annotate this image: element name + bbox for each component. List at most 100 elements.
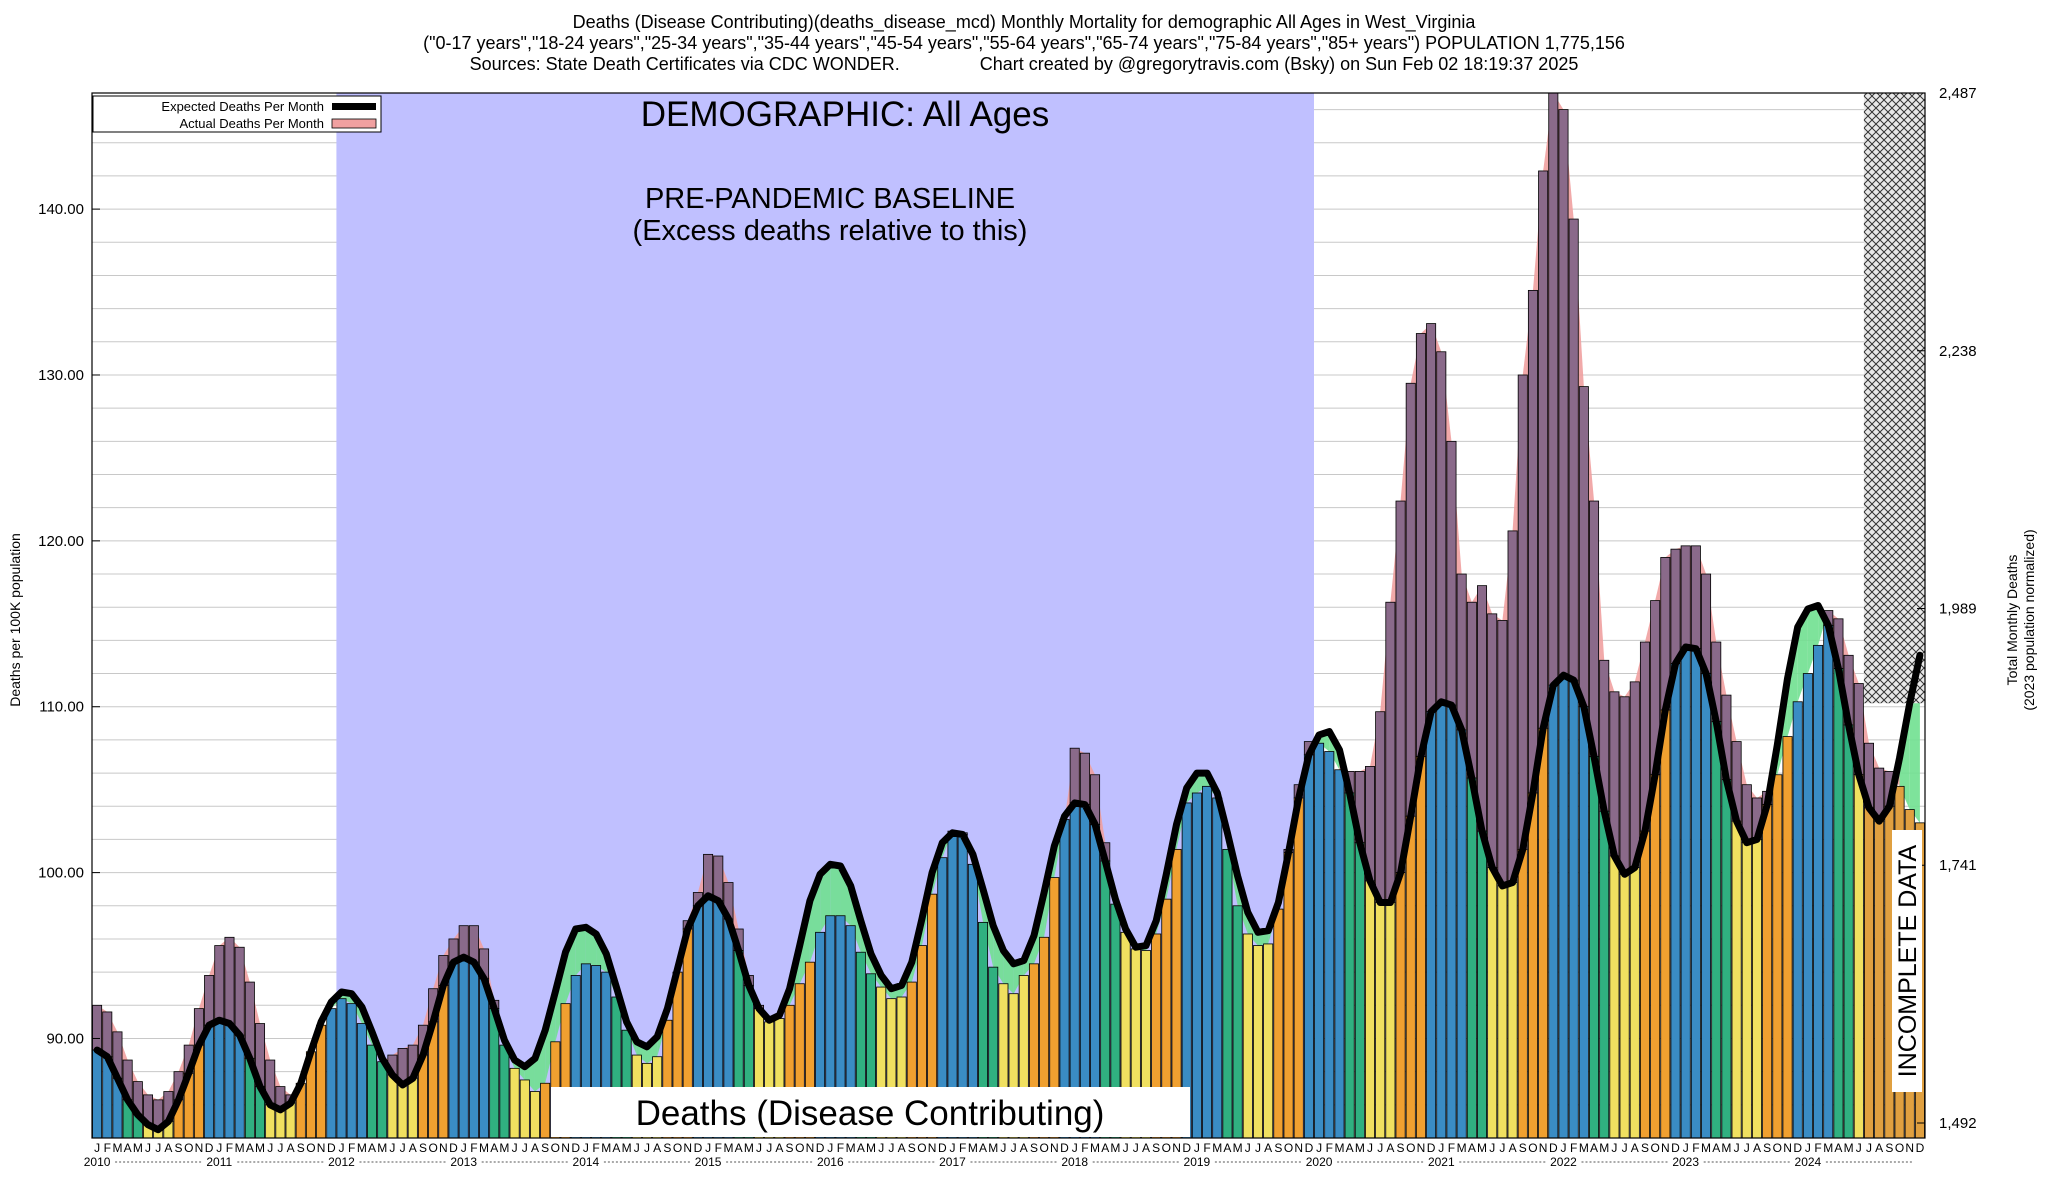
month-tick-label: A — [612, 1141, 620, 1155]
actual-bar — [1487, 867, 1498, 1139]
month-tick-label: O — [184, 1141, 193, 1155]
month-tick-label: J — [389, 1141, 395, 1155]
month-tick-label: J — [1622, 1141, 1628, 1155]
month-tick-label: A — [979, 1141, 987, 1155]
excess-bar-segment — [1690, 545, 1701, 650]
chart-source: Sources: State Death Certificates via CD… — [469, 54, 1579, 74]
month-tick-label: A — [1142, 1141, 1150, 1155]
month-tick-label: J — [216, 1141, 222, 1155]
month-tick-label: J — [145, 1141, 151, 1155]
right-axis: 1,492 1,741 1,989 2,238 2,487 — [1917, 85, 1977, 1132]
chart-title-block: Deaths (Disease Contributing)(deaths_dis… — [0, 12, 2048, 75]
left-tick-label: 110.00 — [39, 699, 84, 716]
month-tick-label: S — [1397, 1141, 1405, 1155]
actual-bar — [499, 1044, 510, 1139]
month-tick-label: J — [1856, 1141, 1862, 1155]
year-tick-label: 2023 — [1672, 1155, 1699, 1169]
month-tick-label: A — [857, 1141, 865, 1155]
excess-segment — [1013, 960, 1024, 994]
month-tick-label: N — [1050, 1141, 1059, 1155]
month-tick-label: D — [1671, 1141, 1680, 1155]
actual-bar — [1711, 721, 1722, 1139]
demographic-annotation: DEMOGRAPHIC: All Ages — [641, 95, 1049, 134]
actual-bar — [1507, 882, 1518, 1139]
excess-bar-segment — [204, 975, 215, 1026]
actual-bar — [1619, 873, 1630, 1139]
right-tick-label: 2,238 — [1939, 343, 1977, 360]
year-tick-label: 2013 — [450, 1155, 477, 1169]
actual-bar — [1263, 943, 1274, 1139]
month-tick-label: A — [898, 1141, 906, 1155]
month-tick-label: F — [1692, 1141, 1699, 1155]
actual-bar — [1242, 933, 1253, 1139]
actual-bar — [1772, 774, 1783, 1139]
month-tick-label: O — [795, 1141, 804, 1155]
left-tick-label: 100.00 — [38, 865, 84, 882]
actual-bar — [1253, 945, 1263, 1139]
excess-segment — [820, 864, 831, 933]
month-tick-label: M — [601, 1141, 611, 1155]
month-tick-label: M — [1599, 1141, 1609, 1155]
month-tick-label: D — [694, 1141, 703, 1155]
month-tick-label: O — [1039, 1141, 1048, 1155]
month-tick-label: M — [1110, 1141, 1120, 1155]
incomplete-data-hatch — [1863, 93, 1925, 704]
legend-actual-label: Actual Deaths Per Month — [179, 116, 324, 131]
actual-bar — [1670, 663, 1681, 1139]
month-tick-label: A — [531, 1141, 539, 1155]
month-tick-label: J — [267, 1141, 273, 1155]
actual-bar — [1558, 674, 1569, 1139]
actual-bar — [1497, 885, 1508, 1139]
month-tick-label: N — [561, 1141, 570, 1155]
legend-expected-label: Expected Deaths Per Month — [161, 99, 324, 114]
actual-bar — [1466, 777, 1477, 1139]
month-tick-label: M — [1233, 1141, 1243, 1155]
actual-bar — [397, 1084, 408, 1139]
month-tick-label: O — [1650, 1141, 1659, 1155]
month-tick-label: J — [888, 1141, 894, 1155]
chart-title: Deaths (Disease Contributing)(deaths_dis… — [572, 12, 1476, 32]
actual-bar — [1283, 852, 1294, 1139]
month-tick-label: J — [1123, 1141, 1129, 1155]
month-tick-label: S — [1519, 1141, 1527, 1155]
month-tick-label: J — [461, 1141, 467, 1155]
actual-bar — [1456, 729, 1467, 1139]
month-tick-label: J — [1438, 1141, 1444, 1155]
actual-bar — [1762, 804, 1773, 1139]
excess-bar-segment — [1589, 500, 1600, 757]
actual-bar — [540, 1082, 551, 1139]
month-tick-label: F — [837, 1141, 844, 1155]
month-tick-label: S — [297, 1141, 305, 1155]
month-tick-label: O — [1773, 1141, 1782, 1155]
month-tick-label: N — [683, 1141, 692, 1155]
month-tick-label: M — [988, 1141, 998, 1155]
baseline-annotation-sub: (Excess deaths relative to this) — [633, 215, 1028, 247]
month-tick-label: A — [368, 1141, 376, 1155]
month-tick-label: A — [1875, 1141, 1883, 1155]
month-tick-label: M — [1579, 1141, 1589, 1155]
month-tick-label: N — [195, 1141, 204, 1155]
actual-bar — [1538, 727, 1549, 1139]
actual-bar — [1792, 701, 1803, 1139]
month-tick-label: N — [1905, 1141, 1914, 1155]
actual-bar — [1303, 754, 1314, 1139]
actual-bar — [468, 961, 479, 1139]
actual-bar — [1446, 704, 1457, 1139]
year-tick-label: 2010 — [84, 1155, 111, 1169]
month-tick-label: M — [1457, 1141, 1467, 1155]
month-tick-label: F — [592, 1141, 599, 1155]
actual-bar — [1375, 902, 1386, 1139]
month-tick-label: M — [1701, 1141, 1711, 1155]
year-tick-label: 2011 — [206, 1155, 232, 1169]
excess-bar-segment — [1497, 620, 1508, 887]
month-tick-label: M — [133, 1141, 143, 1155]
actual-bar — [1721, 779, 1732, 1139]
bars — [92, 92, 1925, 1139]
month-tick-label: J — [766, 1141, 772, 1155]
month-tick-label: J — [94, 1141, 100, 1155]
year-tick-label: 2015 — [695, 1155, 722, 1169]
month-tick-label: A — [1020, 1141, 1028, 1155]
excess-bar-segment — [1375, 711, 1386, 903]
excess-bar-segment — [1079, 752, 1090, 805]
left-tick-label: 130.00 — [38, 367, 84, 384]
